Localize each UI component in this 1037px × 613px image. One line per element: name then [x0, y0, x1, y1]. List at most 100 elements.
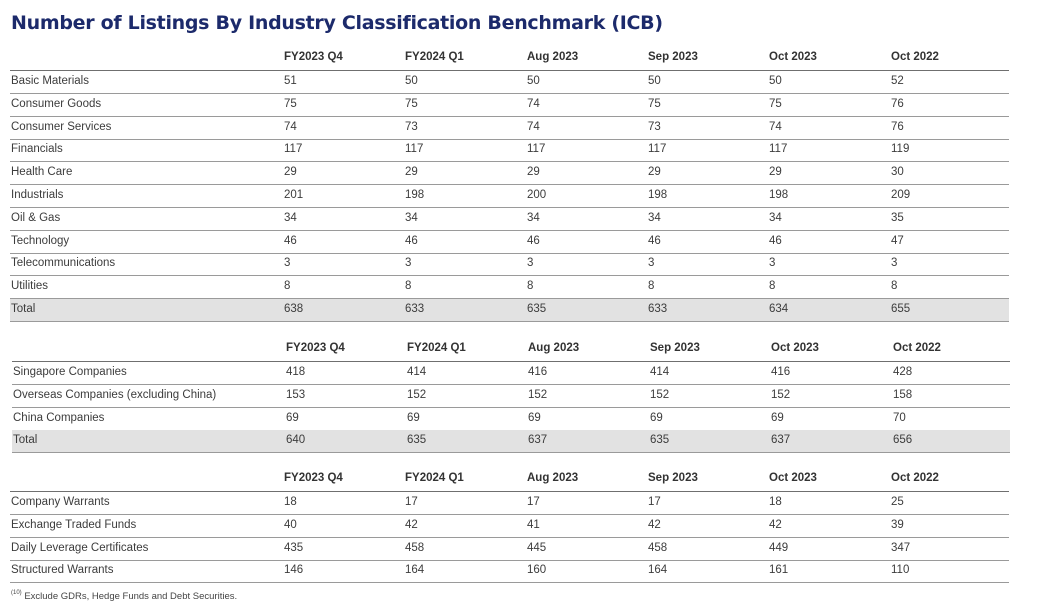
table-cell: 117: [405, 143, 424, 156]
table-row: Company Warrants 18 17 17 17 18 25: [10, 492, 1009, 515]
table-cell: 8: [891, 280, 898, 293]
table-cell: 416: [528, 366, 548, 378]
column-header: Oct 2023: [771, 342, 819, 354]
table-cell: 161: [769, 564, 789, 577]
column-header: Sep 2023: [650, 342, 700, 354]
table-row: Oil & Gas 34 34 34 34 34 35: [10, 208, 1009, 231]
table-cell: 42: [405, 518, 418, 531]
table-cell: 3: [891, 257, 898, 270]
table-cell: 8: [648, 280, 655, 293]
column-header: Sep 2023: [648, 51, 698, 63]
table-cell: 46: [284, 234, 297, 247]
table-cell: 640: [286, 434, 306, 447]
table-cell: 117: [648, 143, 667, 156]
column-header: FY2023 Q4: [284, 51, 343, 63]
footnote-text: Exclude GDRs, Hedge Funds and Debt Secur…: [24, 591, 238, 602]
table-cell: 34: [769, 211, 782, 224]
table-row: Singapore Companies 418 414 416 414 416 428: [12, 362, 1010, 385]
footnote: (10) Exclude GDRs, Hedge Funds and Debt …: [11, 590, 238, 602]
table-row: Consumer Services 74 73 74 73 74 76: [10, 117, 1009, 140]
row-label: Overseas Companies (excluding China): [13, 388, 217, 401]
table-cell: 637: [771, 434, 791, 447]
table-row: Daily Leverage Certificates 435 458 445 458 4…: [10, 538, 1009, 561]
table-cell: 42: [648, 518, 661, 531]
table-cell: 635: [527, 303, 547, 315]
table-cell: 633: [405, 303, 425, 315]
row-label: Exchange Traded Funds: [11, 518, 137, 531]
column-header: Oct 2022: [893, 342, 941, 354]
table-cell: 449: [769, 541, 789, 554]
table-cell: 46: [405, 234, 418, 247]
row-label: Telecommunications: [11, 257, 116, 270]
column-header: Oct 2023: [769, 472, 817, 484]
row-label: Daily Leverage Certificates: [11, 541, 149, 554]
column-header: FY2024 Q1: [407, 342, 466, 354]
row-label: Technology: [11, 234, 70, 247]
table-cell: 164: [405, 564, 425, 577]
table-cell: 52: [891, 75, 904, 87]
table-cell: 25: [891, 496, 904, 508]
table-cell: 69: [286, 411, 299, 424]
table-cell: 29: [769, 166, 782, 179]
table-cell: 637: [528, 434, 548, 447]
table-cell: 152: [407, 388, 427, 401]
table-cell: 17: [648, 496, 661, 508]
table-cell: 435: [284, 541, 304, 554]
table-cell: 74: [769, 120, 782, 133]
table-cell: 46: [648, 234, 661, 247]
table-cell: 69: [528, 411, 541, 424]
table-cell: 69: [771, 411, 784, 424]
row-label: Financials: [11, 143, 63, 156]
total-label: Total: [11, 303, 36, 315]
table-cell: 3: [405, 257, 412, 270]
column-header: FY2024 Q1: [405, 51, 464, 63]
column-header: FY2024 Q1: [405, 472, 464, 484]
table-row: Telecommunications 3 3 3 3 3 3: [10, 253, 1009, 277]
table-row: Consumer Goods 75 75 74 75 75 76: [10, 94, 1009, 117]
row-label: Health Care: [11, 166, 73, 179]
column-header: Oct 2022: [891, 51, 939, 63]
table-cell: 8: [284, 280, 291, 293]
table-cell: 29: [284, 166, 297, 179]
table-cell: 110: [891, 564, 910, 577]
table-cell: 74: [527, 97, 540, 110]
row-label: Utilities: [11, 280, 49, 293]
table-cell: 74: [284, 120, 297, 133]
table-cell: 117: [284, 143, 303, 156]
table-cell: 17: [405, 496, 418, 508]
table-cell: 152: [771, 388, 791, 401]
table-cell: 634: [769, 303, 789, 315]
table-cell: 418: [286, 366, 306, 378]
table-cell: 41: [527, 518, 540, 531]
table-cell: 39: [891, 518, 904, 531]
table-row: Technology 46 46 46 46 46 47: [10, 231, 1009, 254]
total-row: Total 640 635 637 635 637 656: [12, 430, 1010, 454]
table-cell: 29: [527, 166, 540, 179]
row-label: Consumer Services: [11, 120, 112, 133]
table-cell: 8: [527, 280, 534, 293]
table-cell: 656: [893, 434, 913, 447]
row-label: Company Warrants: [11, 496, 110, 508]
column-header: Aug 2023: [527, 472, 579, 484]
table-cell: 117: [527, 143, 546, 156]
table-cell: 3: [769, 257, 776, 270]
column-header: Aug 2023: [527, 51, 579, 63]
row-label: Singapore Companies: [13, 366, 127, 378]
table-cell: 74: [527, 120, 540, 133]
column-header: FY2023 Q4: [284, 472, 343, 484]
table-row: Industrials 201 198 200 198 198 209: [10, 185, 1009, 208]
table-cell: 50: [527, 75, 540, 87]
table-cell: 8: [405, 280, 412, 293]
table-cell: 35: [891, 211, 904, 224]
table-cell: 51: [284, 75, 297, 87]
table-cell: 416: [771, 366, 791, 378]
column-header: FY2023 Q4: [286, 342, 345, 354]
table-cell: 198: [648, 189, 668, 201]
table-cell: 458: [648, 541, 668, 554]
table-cell: 46: [527, 234, 540, 247]
table-cell: 75: [284, 97, 297, 110]
table-cell: 3: [284, 257, 291, 270]
table-cell: 50: [769, 75, 782, 87]
row-label: Industrials: [11, 189, 64, 201]
table-cell: 153: [286, 388, 306, 401]
